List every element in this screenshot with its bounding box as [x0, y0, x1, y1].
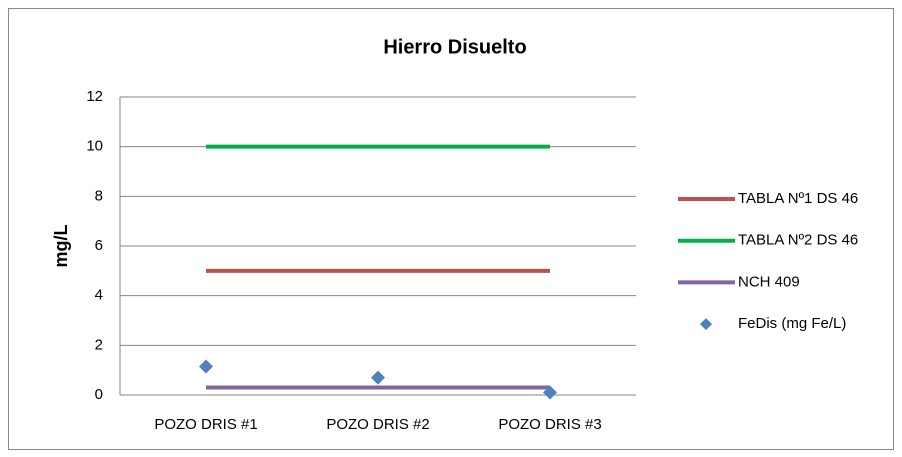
legend-marker [700, 318, 712, 331]
data-point [371, 370, 385, 385]
data-point [199, 359, 213, 374]
y-axis-label: mg/L [51, 224, 71, 267]
y-tick-label: 10 [86, 138, 103, 155]
data-point [543, 385, 557, 400]
y-tick-label: 6 [95, 237, 103, 254]
legend-label: TABLA Nº1 DS 46 [738, 190, 858, 207]
y-tick-label: 4 [95, 287, 103, 304]
legend-label: NCH 409 [738, 273, 800, 290]
y-tick-label: 12 [86, 88, 103, 105]
legend-label: FeDis (mg Fe/L) [738, 315, 846, 332]
chart-title: Hierro Disuelto [383, 36, 526, 58]
x-tick-label: POZO DRIS #3 [498, 416, 601, 433]
y-tick-label: 2 [95, 336, 103, 353]
legend-label: TABLA Nº2 DS 46 [738, 232, 858, 249]
x-tick-label: POZO DRIS #1 [154, 416, 257, 433]
x-tick-label: POZO DRIS #2 [326, 416, 429, 433]
y-tick-label: 0 [95, 386, 103, 403]
chart-frame [8, 8, 894, 450]
y-tick-label: 8 [95, 187, 103, 204]
